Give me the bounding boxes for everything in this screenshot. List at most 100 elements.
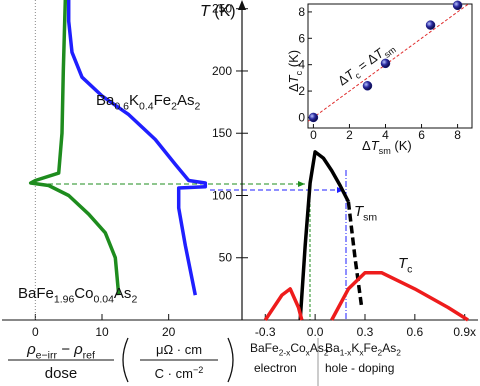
inset-frame [307, 3, 473, 129]
compound-label: BaFe2-xCoxAs2 [250, 341, 329, 358]
text-part: T [398, 255, 409, 272]
formula-numerator: ρe−irr − ρref [26, 341, 95, 362]
text-part: As [382, 341, 396, 355]
unit-denominator: C · cm−2 [155, 365, 204, 381]
doping-label: hole - doping [325, 361, 394, 375]
text-part: 2 [378, 348, 383, 358]
y-tick-label: 200 [212, 64, 232, 78]
x-tick-label: 10 [95, 325, 109, 339]
text-part: 2 [396, 348, 401, 358]
x-tick-label: 0.0 [307, 325, 324, 339]
text-part: BaFe [250, 341, 279, 355]
text-part: − ρ [57, 341, 83, 358]
series-label: Tc [398, 255, 412, 276]
text-part: Δ [286, 83, 301, 92]
point [380, 58, 391, 69]
doping-label: electron [254, 361, 297, 375]
paren [122, 337, 129, 383]
text-part: ρ [26, 341, 36, 358]
y-tick-label: 0 [298, 110, 305, 124]
text-part: T [286, 74, 301, 83]
y-axis-label: T (K) [200, 3, 236, 20]
text-part: sm [379, 146, 391, 156]
text-part: 1-x [340, 348, 352, 358]
fit-line [308, 4, 470, 122]
text-part: x [306, 348, 311, 358]
y-tick-label: 50 [219, 251, 233, 265]
x-tick-label: 20 [162, 325, 176, 339]
x-tick-label: 6 [418, 128, 425, 142]
text-part: K [351, 341, 359, 355]
x-tick-label: 2 [346, 128, 353, 142]
unit-numerator: μΩ · cm [156, 342, 202, 357]
x-tick-label: 0.3 [357, 325, 374, 339]
text-part: As [114, 285, 132, 302]
series-label: Tsm [354, 203, 377, 224]
text-part: 0.4 [139, 101, 154, 113]
text-part: e−irr [36, 350, 58, 362]
compound-label: Ba1-xKxFe2As2 [325, 341, 401, 358]
text-part: Co [290, 341, 306, 355]
x-tick-label: 4 [382, 128, 389, 142]
text-part: x [359, 348, 364, 358]
x-tick-label: -0.3 [255, 325, 276, 339]
text-part: 2 [194, 101, 200, 113]
text-part: Fe [364, 341, 378, 355]
y-tick-label: 8 [298, 5, 305, 19]
text-part: c [353, 70, 363, 81]
text-part: K [129, 92, 139, 109]
text-part: T [354, 203, 365, 220]
y-tick-label: 250 [212, 2, 232, 16]
text-part: sm [363, 212, 377, 224]
series-line [346, 201, 364, 308]
x-tick-label: 0 [310, 128, 317, 142]
text-part: 0.04 [93, 294, 114, 306]
series-label: Ba0.6K0.4Fe2As2 [96, 92, 200, 113]
text-part: Δ [362, 138, 371, 153]
y-axis-label: ΔTc (K) [286, 50, 304, 92]
y-tick-label: 150 [212, 126, 232, 140]
paren [227, 337, 234, 383]
point [362, 81, 373, 91]
x-tick-label: 0.9x [453, 325, 476, 339]
x-tick-label: 0 [32, 325, 39, 339]
text-part: c [407, 264, 412, 276]
text-part: (K) [286, 50, 301, 71]
text-part: 2 [324, 348, 329, 358]
series-line [263, 270, 469, 322]
x-axis-label: ΔTsm (K) [362, 138, 412, 156]
text-part: μΩ · cm [156, 342, 202, 357]
text-part: Ba [96, 92, 115, 109]
series-label: BaFe1.96Co0.04As2 [18, 285, 137, 306]
x-tick-label: 0.6 [407, 325, 424, 339]
text-part: BaFe [18, 285, 54, 302]
text-part: As [177, 92, 195, 109]
text-part: T [200, 3, 211, 20]
text-part: As [310, 341, 324, 355]
text-part: dose [45, 365, 78, 382]
text-part: c [294, 70, 304, 75]
formula-denominator: dose [45, 365, 78, 382]
point [452, 0, 463, 11]
text-part: (K) [391, 138, 412, 153]
point [308, 112, 319, 123]
text-part: 1.96 [54, 294, 75, 306]
series-line [28, 0, 121, 296]
y-tick-label: 100 [212, 188, 232, 202]
text-part: Fe [154, 92, 172, 109]
text-part: Ba [325, 341, 340, 355]
text-part: T [371, 138, 380, 153]
text-part: 2-x [279, 348, 291, 358]
series-line [66, 0, 208, 296]
text-part: 2 [131, 294, 137, 306]
text-part: (K) [210, 3, 236, 20]
text-part: C · cm [155, 366, 193, 381]
text-part: 2 [171, 101, 177, 113]
point [425, 20, 436, 30]
y-tick-label: 6 [298, 31, 305, 45]
text-part: −2 [193, 365, 203, 375]
text-part: 0.6 [114, 101, 129, 113]
text-part: Co [74, 285, 93, 302]
series-line [298, 150, 350, 321]
